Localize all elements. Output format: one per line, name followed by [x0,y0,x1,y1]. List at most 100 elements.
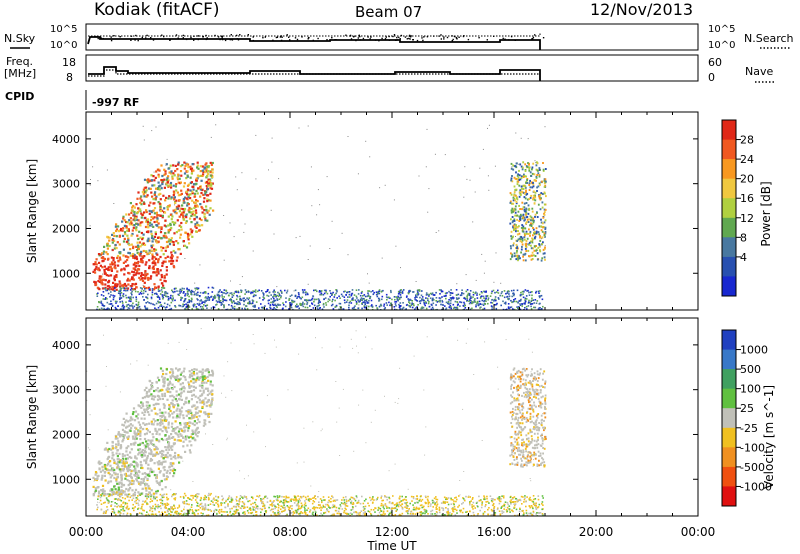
data-cell [524,259,527,262]
data-cell [526,179,528,181]
data-cell [515,254,517,257]
data-cell [150,495,152,498]
data-cell [240,298,242,301]
data-cell [134,506,136,508]
data-cell [187,238,190,241]
data-cell [172,416,175,419]
data-cell [441,299,443,302]
data-cell [135,432,138,435]
data-cell [104,479,107,482]
data-cell [129,474,132,477]
data-cell [142,201,145,204]
data-cell [110,256,113,259]
data-cell [195,199,198,202]
data-cell [210,184,213,187]
data-cell [532,181,534,184]
nsky-point [510,35,513,38]
data-cell [356,297,358,299]
data-cell [521,290,524,293]
data-cell [299,235,301,237]
data-cell [140,272,143,275]
data-cell [108,308,111,310]
data-cell [515,224,517,227]
data-cell [165,273,168,276]
data-cell [204,219,207,222]
data-cell [114,243,117,247]
data-cell [133,255,136,258]
data-cell [177,435,180,438]
data-cell [534,235,537,238]
data-cell [140,478,143,481]
nsky-point [308,37,310,39]
data-cell [139,221,142,224]
data-cell [173,223,176,226]
data-cell [118,459,121,462]
data-cell [213,509,215,512]
data-cell [101,474,104,477]
nsky-point [329,39,332,41]
data-cell [345,498,348,501]
data-cell [513,255,516,258]
y-tick-label: 2000 [52,222,80,235]
data-cell [509,245,512,248]
data-cell [93,491,97,494]
data-cell [295,237,297,239]
data-cell [98,254,101,257]
data-cell [507,303,510,305]
data-cell [443,295,445,297]
data-cell [183,300,185,303]
data-cell [521,237,524,240]
data-cell [382,289,384,292]
data-cell [159,421,162,425]
data-cell [119,301,121,303]
colorbar-swatch [722,159,736,180]
data-cell [421,299,424,301]
data-cell [260,290,263,292]
data-cell [166,295,168,298]
data-cell [144,484,147,487]
data-cell [106,247,109,250]
data-cell [137,272,141,275]
data-cell [153,249,156,253]
data-cell [427,299,429,302]
data-cell [191,199,194,202]
data-cell [487,175,489,177]
data-cell [244,223,246,225]
nsky-point [412,39,414,41]
data-cell [211,299,214,301]
data-cell [468,302,471,305]
data-cell [123,273,126,276]
data-cell [94,261,97,264]
data-cell [194,209,198,212]
data-cell [521,239,524,242]
data-cell [117,260,120,263]
data-cell [494,299,497,302]
data-cell [209,207,212,210]
data-cell [384,184,386,186]
data-cell [528,218,530,221]
data-cell [155,445,158,449]
data-cell [117,292,120,294]
data-cell [204,413,207,416]
data-cell [277,503,279,505]
data-cell [507,307,510,309]
data-cell [159,255,162,259]
data-cell [146,483,149,486]
data-cell [160,455,163,458]
data-cell [117,264,120,267]
data-cell [122,248,125,251]
nsky-point [421,37,423,39]
data-cell [284,305,287,308]
data-cell [187,412,190,415]
nsky-point [451,35,453,37]
data-cell [135,298,138,300]
data-cell [193,495,196,497]
data-cell [133,491,137,494]
data-cell [278,294,281,296]
data-cell [125,460,128,463]
data-cell [186,236,190,239]
data-cell [106,464,109,467]
data-cell [190,299,193,302]
data-cell [329,290,331,292]
data-cell [137,491,140,494]
